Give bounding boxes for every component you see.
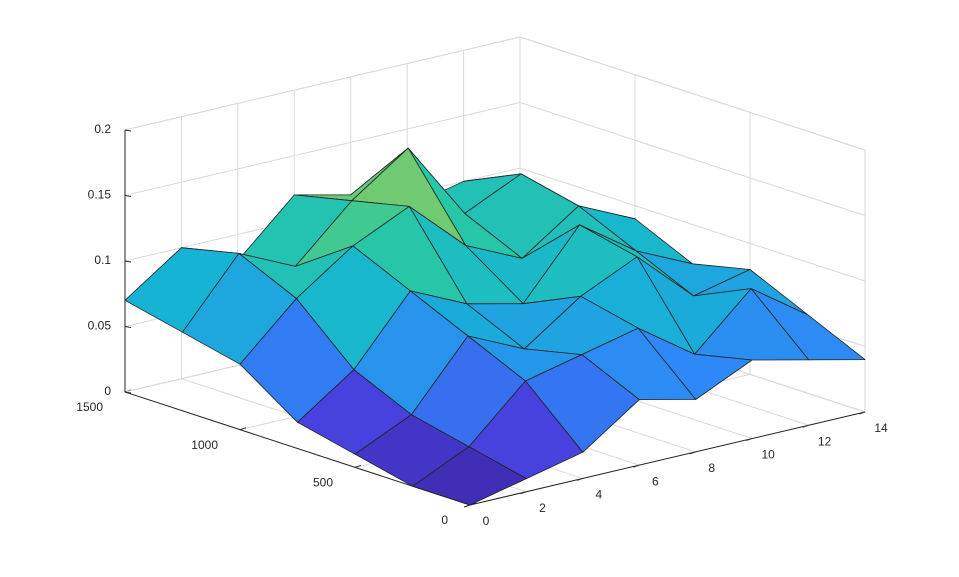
- y-tick-label: 500: [313, 476, 333, 490]
- grid-line: [519, 167, 866, 282]
- x-axis: [469, 411, 866, 506]
- tick-mark: [124, 195, 132, 197]
- y-tick-label: 1500: [76, 400, 103, 414]
- y-axis: [124, 391, 471, 506]
- tick-mark: [463, 504, 471, 508]
- z-tick-label: 0.1: [94, 253, 111, 267]
- y-tick-label: 0: [441, 513, 448, 527]
- tick-mark: [354, 464, 362, 468]
- x-tick-label: 6: [652, 474, 659, 488]
- x-tick-label: 8: [708, 461, 715, 475]
- z-tick-label: 0.2: [94, 122, 111, 136]
- x-tick-label: 2: [539, 501, 546, 515]
- grid-line: [124, 36, 521, 131]
- tick-mark: [124, 326, 132, 328]
- x-tick-label: 12: [818, 434, 832, 448]
- z-tick-label: 0.15: [88, 188, 112, 202]
- x-tick-label: 4: [596, 488, 603, 502]
- grid-line: [519, 36, 866, 151]
- z-tick-label: 0: [104, 384, 111, 398]
- surface: [124, 147, 866, 506]
- x-tick-label: 10: [761, 448, 775, 462]
- tick-mark: [124, 129, 132, 132]
- x-tick-label: 14: [874, 421, 888, 435]
- grid-line: [124, 102, 521, 196]
- z-tick-label: 0.05: [88, 319, 112, 333]
- grid-line: [519, 102, 866, 216]
- tick-mark: [239, 427, 247, 431]
- y-tick-label: 1000: [191, 438, 218, 452]
- tick-mark: [124, 260, 132, 263]
- x-tick-label: 0: [483, 514, 490, 528]
